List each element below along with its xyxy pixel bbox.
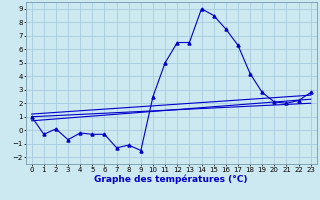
X-axis label: Graphe des températures (°C): Graphe des températures (°C) xyxy=(94,174,248,184)
